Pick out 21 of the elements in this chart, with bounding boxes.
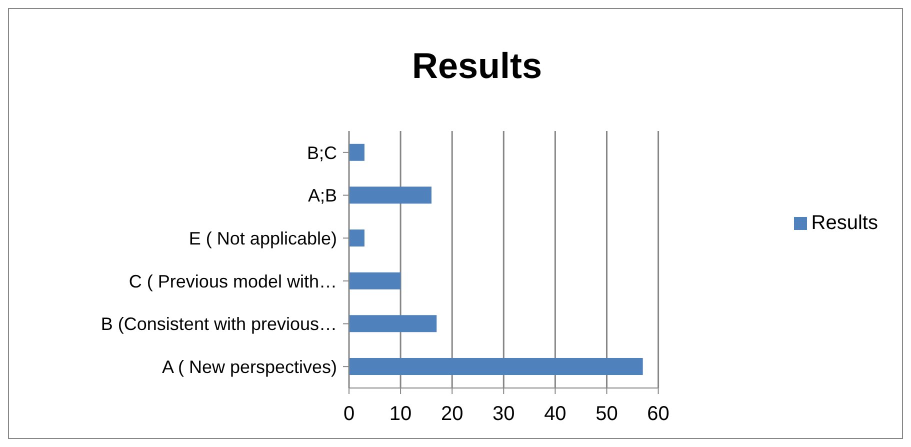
bar	[349, 315, 437, 332]
bar	[349, 272, 401, 290]
x-tick-label: 40	[544, 403, 566, 426]
bar	[349, 186, 432, 204]
y-tick-label: C ( Previous model with…	[128, 271, 337, 292]
x-tick-label: 60	[647, 403, 670, 426]
y-tick-label: A;B	[308, 186, 337, 206]
bar	[349, 230, 364, 247]
y-tick-label: B (Consistent with previous…	[100, 314, 337, 334]
legend-label: Results	[811, 212, 878, 234]
x-tick-label: 20	[440, 403, 464, 426]
x-tick-label: 0	[343, 403, 355, 426]
y-tick-label: A ( New perspectives)	[162, 356, 337, 377]
bar	[349, 144, 364, 161]
x-tick-label: 50	[596, 403, 618, 426]
x-tick-label: 30	[492, 403, 515, 426]
chart-title: Results	[410, 45, 544, 87]
x-tick-label: 10	[389, 403, 412, 426]
y-tick-label: E ( Not applicable)	[188, 228, 337, 248]
bar	[349, 358, 643, 376]
y-tick-label: B;C	[306, 142, 337, 163]
